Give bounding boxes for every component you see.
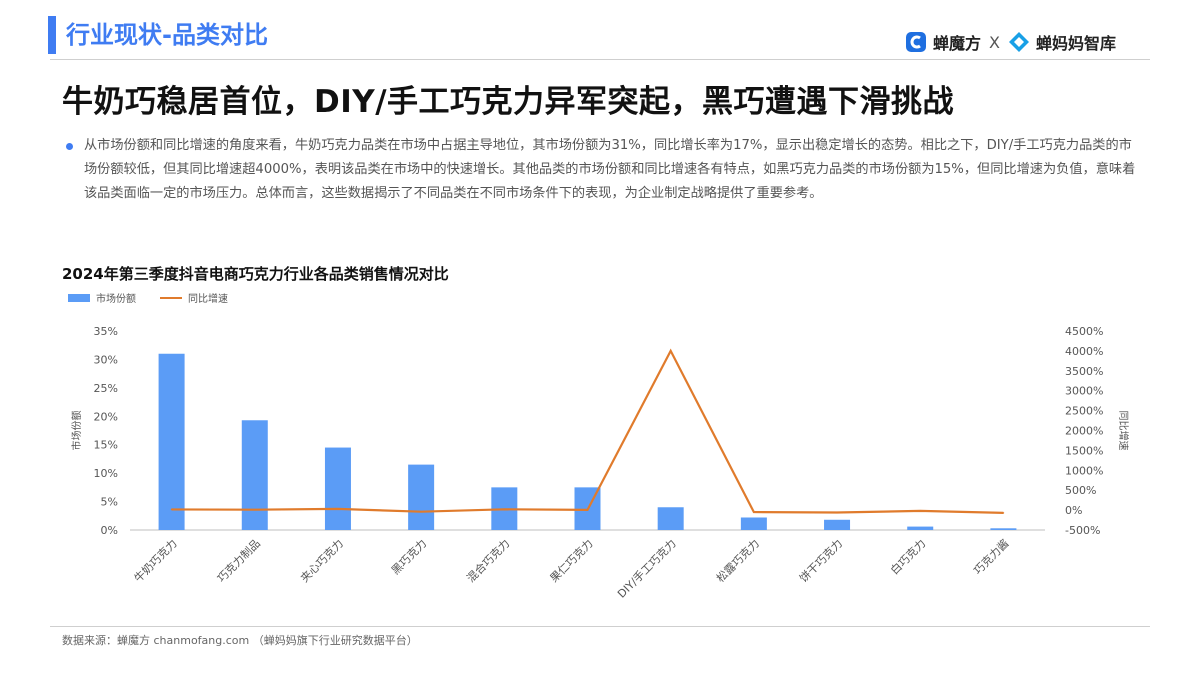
page-headline: 牛奶巧稳居首位，DIY/手工巧克力异军突起，黑巧遭遇下滑挑战	[62, 84, 955, 120]
y-left-tick-label: 25%	[94, 382, 118, 395]
section-title: 行业现状-品类对比	[66, 21, 268, 49]
y-left-tick-label: 10%	[94, 467, 118, 480]
brand-x-label: X	[989, 32, 1000, 52]
y-left-tick-label: 20%	[94, 410, 118, 423]
growth-point-1	[170, 508, 173, 511]
x-tick-label: 松露巧克力	[713, 536, 762, 585]
y-left-tick-label: 0%	[101, 524, 118, 537]
y-right-tick-label: 3000%	[1065, 385, 1103, 398]
header-divider	[50, 59, 1150, 60]
y-left-tick-label: 15%	[94, 439, 118, 452]
x-tick-label: 饼干巧克力	[796, 536, 845, 585]
bar-8	[740, 517, 767, 530]
growth-point-6	[586, 509, 589, 511]
growth-point-5	[503, 508, 506, 511]
y-left-tick-label: 5%	[101, 496, 118, 509]
growth-point-11	[1002, 512, 1005, 514]
bar-10	[907, 526, 934, 530]
chart-legend: 市场份额 同比增速	[68, 290, 228, 305]
y-right-tick-label: 0%	[1065, 504, 1082, 517]
x-tick-label: DIY/手工巧克力	[614, 536, 678, 600]
y-right-axis-title: 同比增速	[1117, 411, 1130, 451]
bullet-dot-icon	[66, 143, 73, 150]
brand-a-label: 蝉魔方	[933, 34, 982, 53]
growth-point-4	[420, 510, 422, 513]
bar-2	[241, 420, 268, 530]
growth-point-9	[836, 511, 838, 514]
legend-bar-label: 市场份额	[96, 294, 136, 305]
x-tick-label: 巧克力酱	[971, 536, 1012, 577]
growth-point-8	[753, 511, 755, 513]
y-left-tick-label: 35%	[94, 325, 118, 338]
bar-3	[324, 447, 351, 530]
y-right-tick-label: 2000%	[1065, 425, 1103, 438]
y-right-tick-label: 3500%	[1065, 365, 1103, 378]
chart-title: 2024年第三季度抖音电商巧克力行业各品类销售情况对比	[62, 265, 449, 283]
y-right-tick-label: 2500%	[1065, 405, 1103, 418]
growth-point-10	[919, 510, 922, 512]
chanmofang-logo-icon	[906, 32, 926, 52]
growth-point-3	[337, 508, 339, 510]
brand-group: 蝉魔方 X 蝉妈妈智库	[905, 30, 1116, 54]
y-right-tick-label: 500%	[1065, 484, 1096, 497]
section-accent-bar	[48, 16, 56, 54]
x-tick-label: 黑巧克力	[389, 537, 429, 577]
x-tick-label: 混合巧克力	[464, 536, 513, 585]
y-left-axis-title: 市场份额	[70, 411, 83, 451]
bar-1	[158, 353, 185, 530]
chanmama-logo-icon	[1008, 32, 1029, 52]
y-right-tick-label: 1500%	[1065, 444, 1103, 457]
bar-9	[824, 519, 851, 530]
legend-bar-swatch	[68, 293, 90, 302]
x-tick-label: 夹心巧克力	[298, 537, 346, 585]
x-tick-label: 牛奶巧克力	[131, 536, 180, 585]
legend-line-label: 同比增速	[188, 294, 228, 305]
growth-point-2	[253, 508, 256, 511]
y-right-tick-label: 4000%	[1065, 345, 1103, 358]
bar-4	[408, 464, 435, 530]
x-tick-label: 果仁巧克力	[548, 537, 596, 585]
bar-11	[990, 528, 1017, 530]
y-right-tick-label: 1000%	[1065, 464, 1103, 477]
bar-7	[657, 507, 684, 530]
data-source: 数据来源：蝉魔方 chanmofang.com （蝉妈妈旗下行业研究数据平台）	[62, 634, 418, 647]
summary-paragraph: 从市场份额和同比增速的角度来看，牛奶巧克力品类在市场中占据主导地位，其市场份额为…	[84, 138, 1136, 201]
x-tick-label: 巧克力制品	[215, 537, 263, 585]
combo-chart: 0% 5% 10% 15% 20% 25% 30% 35% -500% 0% 500% 1000% 15…	[70, 325, 1130, 601]
x-tick-label: 白巧克力	[887, 536, 928, 577]
footer-divider	[50, 626, 1150, 627]
brand-b-label: 蝉妈妈智库	[1035, 34, 1116, 53]
legend-line-swatch	[160, 296, 182, 299]
growth-point-7	[669, 350, 672, 352]
y-left-tick-label: 30%	[94, 353, 118, 366]
y-right-tick-label: 4500%	[1065, 325, 1103, 338]
y-right-tick-label: -500%	[1065, 524, 1100, 537]
